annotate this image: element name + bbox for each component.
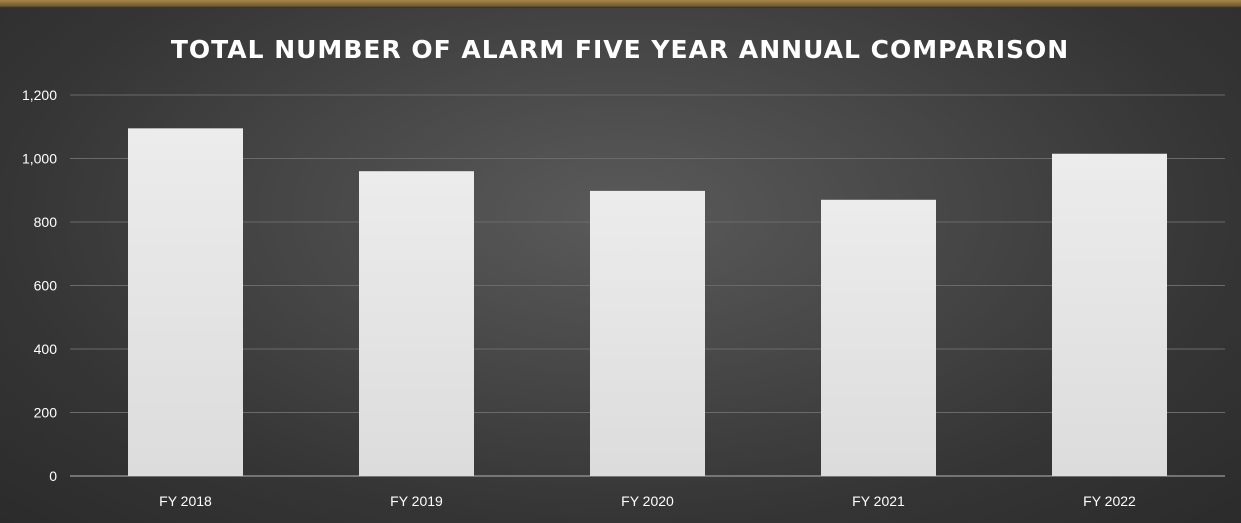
x-tick-label: FY 2020 [621,493,674,509]
y-tick-label: 1,200 [22,87,57,103]
y-tick-label: 600 [34,278,58,294]
bar-fy-2021 [821,200,936,476]
chart-title: TOTAL NUMBER OF ALARM FIVE YEAR ANNUAL C… [171,35,1069,64]
x-tick-label: FY 2022 [1083,493,1136,509]
bar-fy-2020 [590,191,705,476]
x-tick-label: FY 2021 [852,493,905,509]
y-tick-label: 200 [34,405,58,421]
x-axis-tick-labels: FY 2018 FY 2019 FY 2020 FY 2021 FY 2022 [159,493,1136,509]
x-tick-label: FY 2018 [159,493,212,509]
y-axis-tick-labels: 0 200 400 600 800 1,000 1,200 [22,87,57,484]
y-tick-label: 400 [34,341,58,357]
bar-fy-2018 [128,128,243,476]
bars [128,128,1167,476]
y-tick-label: 0 [49,468,57,484]
y-tick-label: 1,000 [22,151,57,167]
x-tick-label: FY 2019 [390,493,443,509]
bar-fy-2019 [359,171,474,476]
y-tick-label: 800 [34,214,58,230]
bar-fy-2022 [1052,154,1167,476]
